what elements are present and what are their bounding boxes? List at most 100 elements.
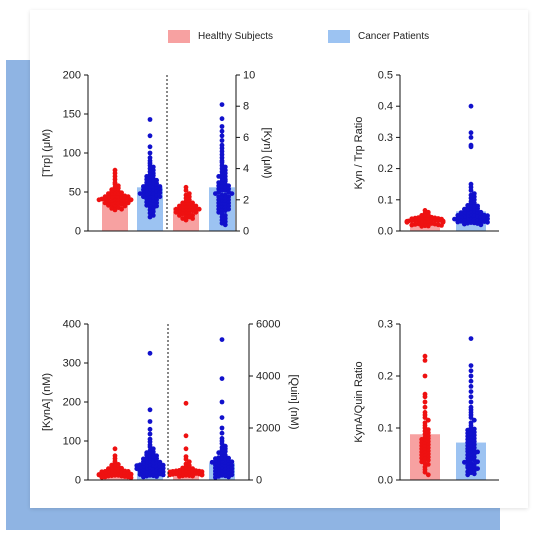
p2-left-tick-label-3: 0.3 — [378, 132, 393, 144]
p1-data-point-1-30 — [102, 196, 108, 202]
p4-data-point-1-11 — [425, 417, 431, 423]
p3-left-tick-label-2: 200 — [63, 397, 81, 409]
p3-data-point-2-3 — [147, 419, 153, 424]
p1-data-point-1-35 — [128, 197, 134, 203]
p1-right-tick-label-2: 4 — [243, 163, 249, 175]
p1-right-tick-label-1: 2 — [243, 194, 249, 206]
legend-item-healthy: Healthy Subjects — [168, 30, 273, 48]
legend-item-cancer: Cancer Patients — [328, 30, 429, 48]
p1-left-tick-label-4: 200 — [63, 70, 81, 82]
p4-data-point-1-42 — [425, 457, 431, 463]
p4-data-point-1-45 — [425, 462, 431, 467]
p4-data-point-2-53 — [462, 459, 467, 465]
p1-data-point-1-42 — [102, 200, 108, 206]
p1-data-point-1-53 — [119, 206, 124, 212]
p4-data-point-2-2 — [468, 363, 474, 368]
legend-label-cancer: Cancer Patients — [358, 31, 430, 42]
p2-data-point-2-5 — [468, 144, 474, 150]
p1-data-point-4-5 — [219, 133, 225, 139]
p1-data-point-4-4 — [219, 128, 225, 134]
p1-right-tick-label-0: 0 — [243, 226, 249, 238]
p3-data-point-4-14 — [222, 449, 228, 454]
p3-data-point-4-3 — [219, 399, 225, 405]
p4-data-point-2-15 — [471, 417, 477, 423]
p1-data-point-2-3 — [147, 144, 153, 150]
p4-left-tick-label-0: 0.0 — [378, 475, 393, 487]
p4-data-point-2-5 — [468, 378, 474, 384]
p4-data-point-1-48 — [422, 469, 428, 475]
p3-data-point-2-5 — [147, 431, 153, 437]
p3-right-tick-label-3: 6000 — [256, 319, 280, 331]
p3-data-point-3-40 — [177, 474, 182, 479]
p4-left-axis-title: KynA/Quin Ratio — [353, 361, 365, 442]
p1-left-tick-label-3: 150 — [63, 109, 81, 121]
p1-data-point-3-41 — [190, 216, 196, 221]
legend-swatch-healthy — [168, 30, 190, 43]
p3-data-point-3-1 — [183, 400, 189, 406]
p3-data-point-2-4 — [147, 426, 153, 432]
p3-data-point-2-61 — [137, 472, 143, 477]
p4-left-tick-label-2: 0.2 — [378, 371, 393, 383]
p4-data-point-1-3 — [422, 373, 428, 379]
p1-data-point-1-43 — [125, 200, 131, 206]
p3-data-point-4-2 — [219, 376, 225, 381]
p3-data-point-3-39 — [190, 473, 196, 479]
p1-data-point-3-2 — [183, 188, 189, 193]
p2-data-point-2-3 — [468, 135, 474, 140]
p4-data-point-1-1 — [422, 353, 428, 359]
p1-data-point-4-63 — [222, 208, 228, 214]
p4-data-point-1-49 — [425, 472, 431, 478]
p3-left-tick-label-4: 400 — [63, 319, 81, 331]
p1-data-point-2-49 — [157, 194, 163, 200]
p3-right-tick-label-2: 4000 — [256, 371, 280, 383]
p3-data-point-4-28 — [229, 459, 235, 465]
p4-data-point-2-9 — [468, 399, 474, 405]
legend-label-healthy: Healthy Subjects — [198, 31, 274, 42]
p3-left-tick-label-1: 100 — [63, 436, 81, 448]
p3-data-point-4-9 — [219, 441, 225, 446]
p2-data-point-2-51 — [485, 216, 490, 222]
p1-data-point-2-4 — [147, 150, 153, 156]
p3-data-point-2-2 — [147, 407, 153, 413]
p1-data-point-3-25 — [196, 206, 202, 212]
p2-data-point-2-62 — [485, 219, 490, 225]
p1-data-point-2-61 — [154, 203, 160, 209]
p4-data-point-2-65 — [471, 471, 477, 477]
p3-data-point-4-58 — [213, 475, 218, 480]
p3-left-axis-title: [KynA] (nM) — [41, 373, 53, 431]
p1-data-point-2-43 — [137, 191, 143, 197]
p4-data-point-1-5 — [422, 394, 428, 400]
p4-data-point-1-7 — [422, 404, 428, 410]
p4-data-point-2-52 — [475, 459, 480, 465]
p1-data-point-3-32 — [173, 209, 179, 215]
p1-data-point-4-40 — [213, 191, 218, 197]
p3-right-axis-title: [Quin] (nM) — [288, 374, 300, 429]
p1-right-tick-label-4: 8 — [243, 101, 249, 113]
figure-card — [30, 10, 528, 508]
p3-data-point-3-5 — [183, 456, 189, 462]
p3-data-point-1-44 — [128, 475, 134, 481]
p1-data-point-4-72 — [222, 222, 228, 228]
p2-data-point-1-47 — [425, 223, 431, 229]
p3-data-point-1-43 — [99, 474, 105, 480]
p2-left-axis-title: Kyn / Trp Ratio — [353, 117, 365, 190]
p4-data-point-1-2 — [422, 358, 428, 363]
p3-data-point-4-57 — [226, 474, 232, 480]
p1-right-tick-label-3: 6 — [243, 132, 249, 144]
p1-data-point-4-1 — [219, 102, 225, 107]
p2-data-point-2-67 — [462, 221, 467, 227]
legend-swatch-cancer — [328, 30, 350, 43]
p2-data-point-2-61 — [455, 219, 461, 225]
p4-data-point-1-10 — [422, 415, 428, 420]
p1-left-tick-label-1: 50 — [69, 187, 81, 199]
p3-right-tick-label-0: 0 — [256, 475, 262, 487]
p2-left-tick-label-4: 0.4 — [378, 101, 393, 113]
p3-data-point-3-3 — [183, 446, 189, 452]
p2-data-point-2-68 — [478, 222, 484, 228]
p3-data-point-2-66 — [154, 474, 160, 479]
p1-data-point-1-48 — [106, 202, 111, 208]
p1-left-tick-label-2: 100 — [63, 148, 81, 160]
p1-right-axis-title: [Kyn] (μM) — [261, 128, 273, 179]
p3-data-point-1-1 — [112, 446, 118, 452]
